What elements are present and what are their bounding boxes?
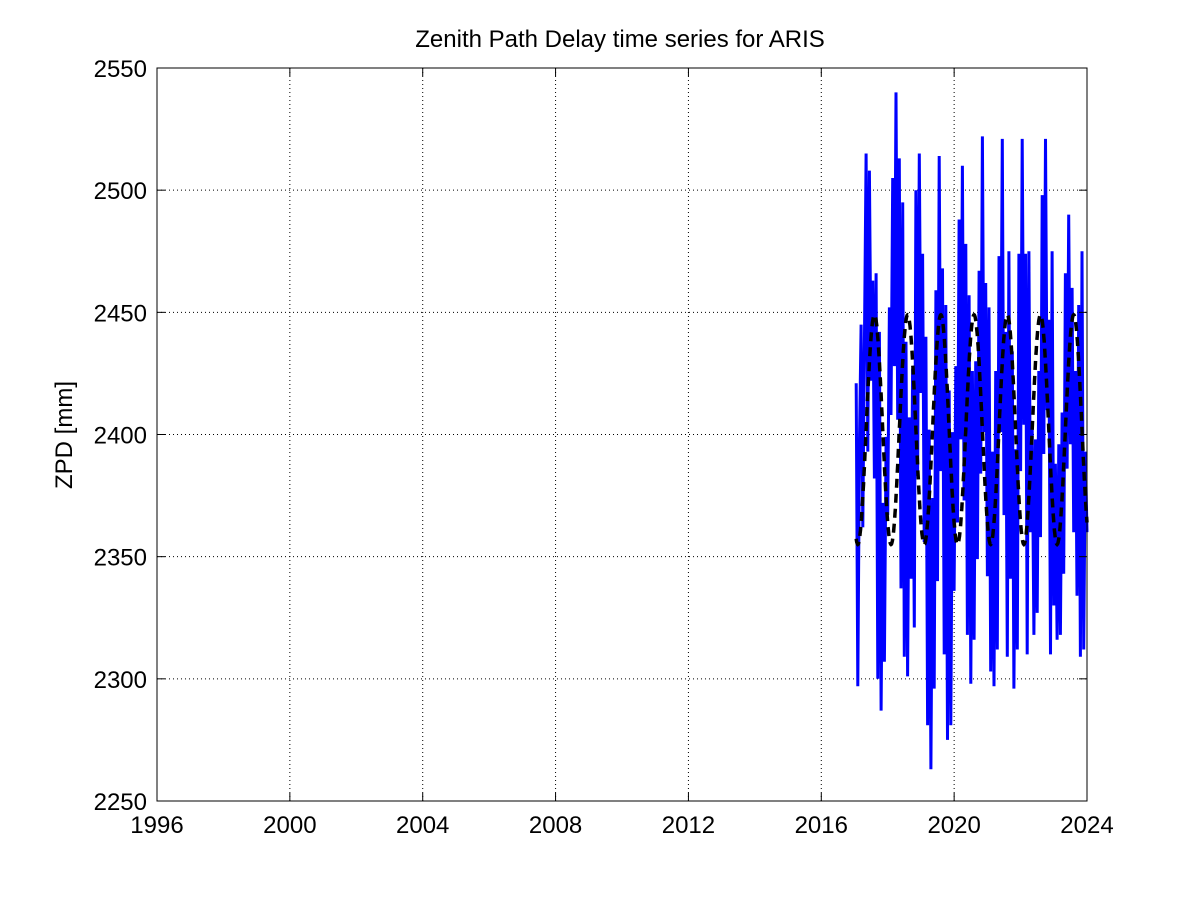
y-tick-label: 2550 [94,56,147,83]
x-tick-label: 2016 [795,812,848,839]
y-tick-label: 2400 [94,423,147,450]
x-tick-label: 2024 [1060,812,1113,839]
chart-title: Zenith Path Delay time series for ARIS [415,26,825,53]
y-tick-label: 2500 [94,178,147,205]
y-tick-label: 2350 [94,545,147,572]
x-tick-label: 1996 [130,812,183,839]
y-tick-label: 2250 [94,789,147,816]
x-tick-label: 2000 [263,812,316,839]
x-tick-label: 2020 [927,812,980,839]
plot-area: 1996 2000 2004 2008 2012 2016 2020 2024 2250 2300… [94,56,1114,839]
x-tick-label: 2008 [529,812,582,839]
y-tick-label: 2300 [94,667,147,694]
y-tick-label: 2450 [94,300,147,327]
x-tick-label: 2004 [396,812,449,839]
x-tick-label: 2012 [662,812,715,839]
zpd-series-line [854,92,1089,770]
model-fit-line [854,312,1089,547]
y-axis-label: ZPD [mm] [51,381,78,489]
